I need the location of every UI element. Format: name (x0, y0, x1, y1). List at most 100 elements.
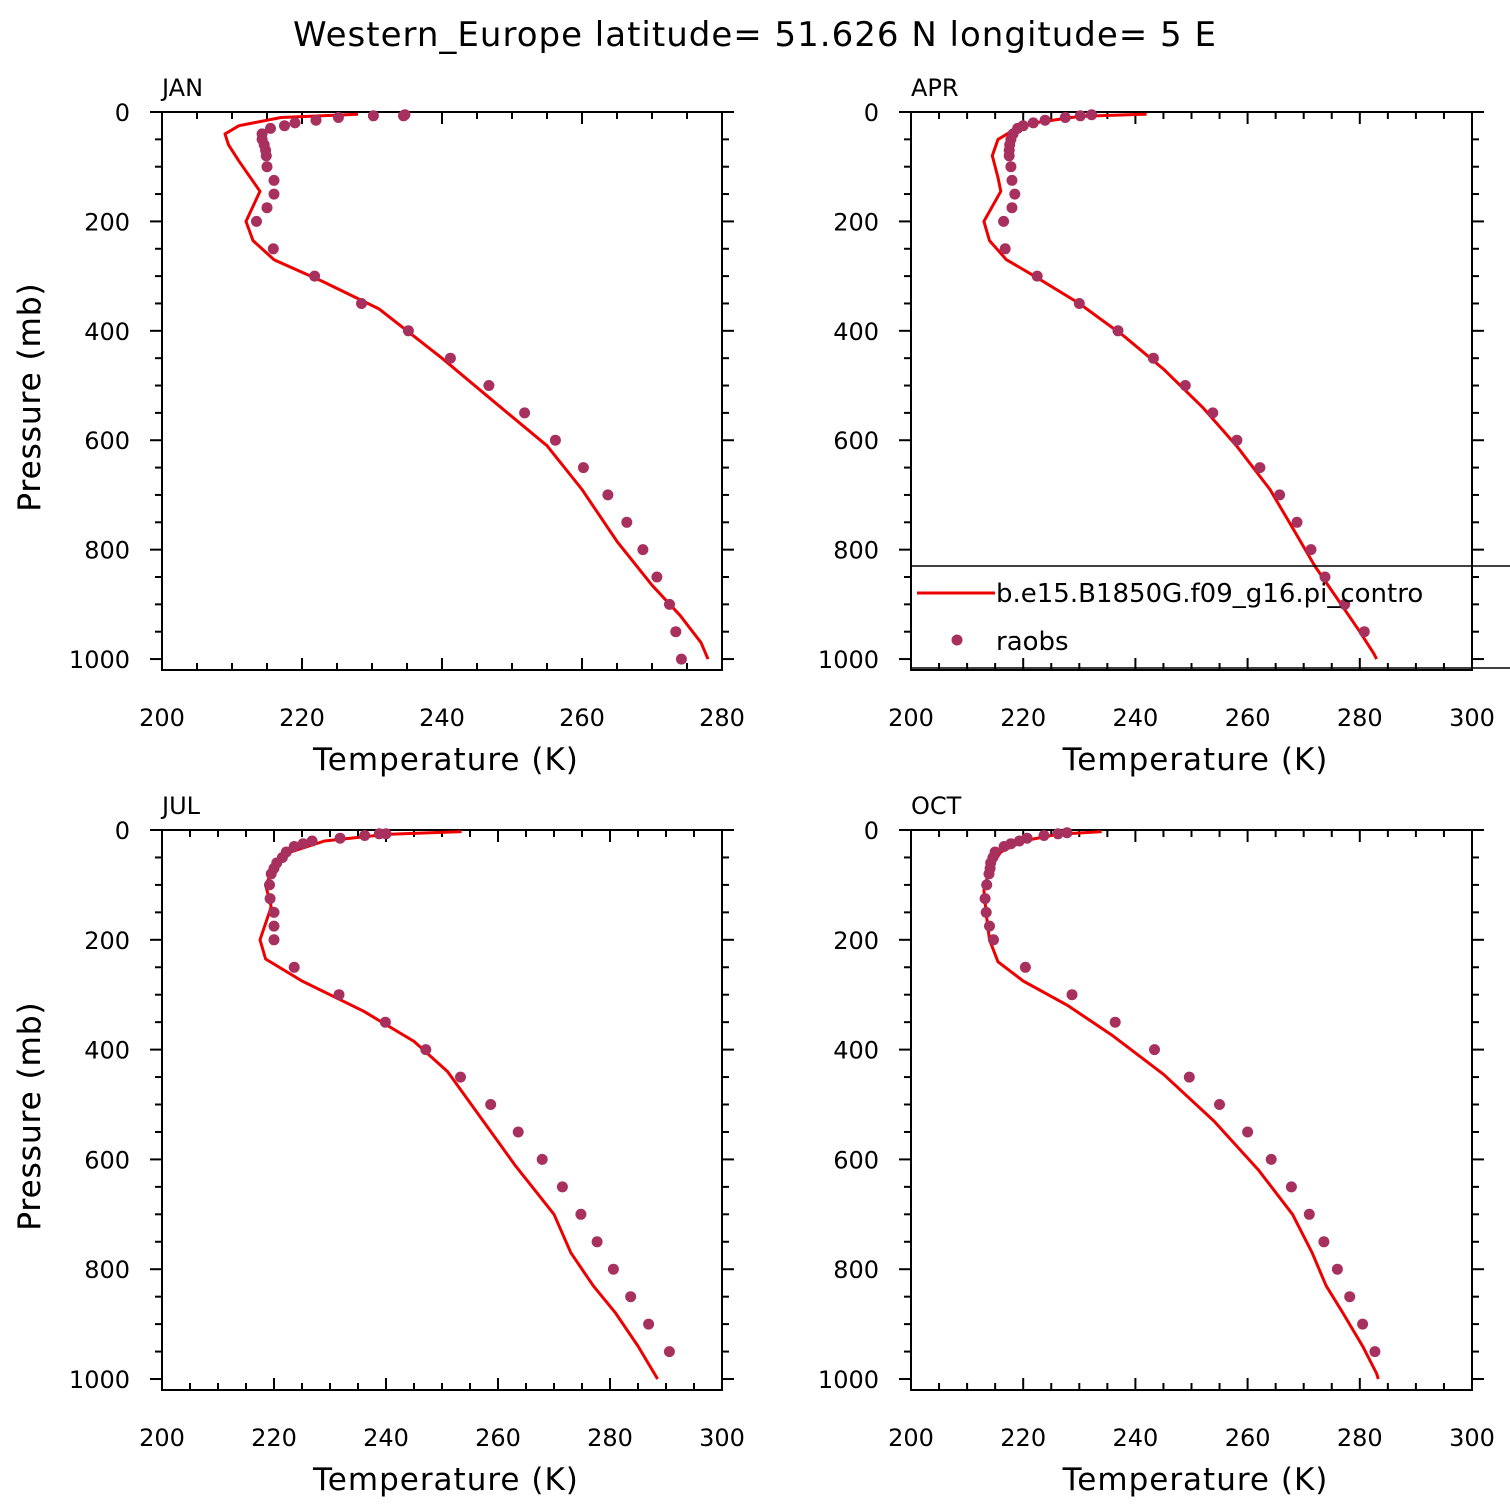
y-tick-label: 1000 (818, 1366, 879, 1394)
raobs-point (297, 838, 309, 850)
y-tick-label: 200 (833, 208, 879, 236)
y-tick-label: 600 (833, 1146, 879, 1174)
raobs-point (264, 893, 276, 905)
raobs-point (309, 270, 321, 282)
x-tick-label: 280 (1337, 704, 1383, 732)
raobs-point (1009, 188, 1021, 200)
raobs-point (261, 202, 273, 214)
raobs-point (1214, 1099, 1225, 1110)
x-tick-label: 260 (475, 1424, 521, 1452)
raobs-point (1052, 828, 1064, 840)
model-line-series (982, 112, 1378, 660)
x-tick-label: 280 (587, 1424, 633, 1452)
x-tick-label: 280 (699, 704, 745, 732)
raobs-series (998, 109, 1370, 638)
raobs-point (359, 830, 371, 841)
raobs-point (264, 879, 275, 891)
raobs-point (556, 1181, 568, 1193)
raobs-series (979, 827, 1381, 1358)
raobs-point (1147, 352, 1159, 364)
raobs-point (643, 1318, 655, 1330)
panels: 200 220 240 260 280 0 200 400 600 800 1000 JAN Tempe… (12, 74, 1510, 1498)
raobs-point (1019, 961, 1031, 973)
raobs-point (1305, 544, 1317, 556)
y-tick-label: 400 (833, 1037, 879, 1065)
raobs-point (251, 215, 262, 227)
raobs-point (332, 112, 344, 123)
raobs-point (670, 626, 682, 638)
raobs-point (1357, 1318, 1369, 1330)
figure-title: Western_Europe latitude= 51.626 N longit… (293, 15, 1217, 55)
legend-label-model: b.e15.B1850G.f09_g16.pi_contro (996, 579, 1423, 609)
y-tick-label: 0 (864, 817, 879, 845)
raobs-point (402, 325, 414, 337)
raobs-point (1274, 489, 1286, 501)
y-tick-label: 800 (84, 537, 130, 565)
y-tick-label: 400 (833, 318, 879, 346)
raobs-point (980, 906, 992, 918)
raobs-point (1344, 1291, 1356, 1303)
raobs-point (1331, 1263, 1343, 1275)
raobs-point (1059, 112, 1071, 123)
raobs-point (367, 110, 379, 122)
raobs-point (591, 1236, 603, 1248)
raobs-point (267, 243, 279, 255)
raobs-point (602, 489, 614, 501)
plot-frame (161, 111, 723, 671)
raobs-point (575, 1208, 587, 1220)
raobs-point (1207, 407, 1219, 419)
raobs-point (1027, 117, 1039, 129)
raobs-point (268, 920, 280, 932)
raobs-series (264, 828, 675, 1358)
raobs-point (483, 380, 495, 391)
raobs-point (1038, 830, 1050, 841)
raobs-point (983, 868, 995, 880)
panel-jan: 200 220 240 260 280 0 200 400 600 800 1000 JAN Tempe… (12, 74, 745, 778)
raobs-point (998, 841, 1010, 852)
legend-marker-swatch (951, 634, 963, 646)
raobs-point (1073, 298, 1085, 309)
raobs-point (268, 174, 280, 186)
y-axis-label: Pressure (mb) (12, 1001, 48, 1230)
x-tick-label: 200 (888, 704, 934, 732)
y-tick-label: 800 (833, 537, 879, 565)
raobs-point (268, 188, 280, 200)
raobs-point (268, 934, 280, 946)
y-tick-label: 1000 (69, 646, 130, 674)
raobs-point (444, 352, 456, 364)
raobs-point (379, 1016, 391, 1028)
x-tick-label: 260 (559, 704, 605, 732)
y-tick-label: 0 (115, 99, 130, 127)
raobs-point (333, 989, 345, 1001)
panel-jul: 200 220 240 260 280 300 0 200 400 600 800 1000 JUL Te… (12, 792, 745, 1498)
raobs-point (1109, 1016, 1121, 1028)
raobs-point (1319, 571, 1331, 583)
raobs-point (334, 832, 346, 844)
raobs-point (663, 1346, 675, 1358)
raobs-point (398, 110, 409, 122)
raobs-point (981, 879, 993, 891)
raobs-point (265, 868, 277, 880)
panel-title: OCT (911, 792, 962, 820)
panel-title: APR (911, 74, 959, 102)
raobs-point (288, 961, 300, 973)
raobs-point (1039, 114, 1051, 126)
panel-title: JUL (160, 792, 201, 820)
panel-title: JAN (160, 74, 203, 102)
raobs-point (1179, 380, 1191, 391)
y-tick-label: 1000 (818, 646, 879, 674)
y-tick-label: 0 (115, 817, 130, 845)
raobs-point (625, 1291, 637, 1303)
x-tick-label: 260 (1225, 704, 1271, 732)
raobs-point (1242, 1126, 1254, 1138)
x-tick-label: 280 (1337, 1424, 1383, 1452)
y-axis-label: Pressure (mb) (12, 1001, 48, 1230)
y-tick-label: 600 (833, 427, 879, 455)
y-axis-label: Pressure (mb) (12, 282, 48, 511)
raobs-point (420, 1044, 432, 1056)
y-tick-label: 400 (84, 318, 130, 346)
y-tick-label: 600 (84, 1146, 130, 1174)
raobs-point (1061, 827, 1073, 839)
y-tick-label: 600 (84, 427, 130, 455)
y-axis-label: Pressure (mb) (12, 282, 48, 511)
